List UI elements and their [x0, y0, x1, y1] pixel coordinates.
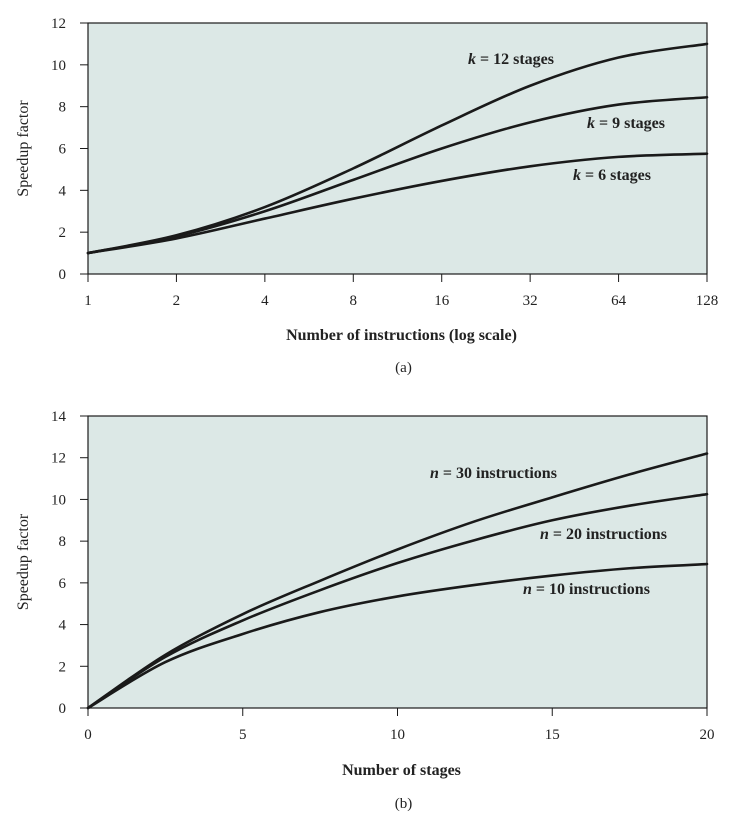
y-tick-label: 4: [59, 618, 67, 634]
series-line: [86, 452, 709, 710]
series-label-text: = 12 stages: [476, 51, 554, 68]
y-tick-label: 14: [51, 409, 67, 425]
y-tick-label: 12: [51, 451, 66, 467]
x-tick-label: 2: [173, 293, 181, 309]
y-tick-label: 12: [51, 16, 66, 32]
series-label-text: = 6 stages: [581, 167, 651, 184]
y-tick-label: 4: [59, 183, 67, 199]
x-tick-label: 0: [84, 727, 92, 743]
series-label-variable: n: [430, 465, 439, 482]
panel-caption: (a): [395, 360, 412, 376]
x-tick-label: 16: [434, 293, 450, 309]
series-label-variable: k: [573, 167, 581, 184]
series-line: [86, 152, 709, 255]
x-tick-label: 128: [696, 293, 719, 309]
series-label-text: = 30 instructions: [439, 465, 557, 482]
series-label: k = 6 stages: [573, 167, 651, 184]
series-line: [86, 562, 709, 710]
y-tick-label: 6: [59, 576, 67, 592]
y-tick-label: 2: [59, 225, 67, 241]
y-tick-label: 2: [59, 659, 67, 675]
y-tick-label: 0: [59, 267, 67, 283]
x-axis-title: Number of instructions (log scale): [286, 327, 517, 344]
y-tick-label: 6: [59, 142, 67, 158]
x-tick-label: 5: [239, 727, 247, 743]
series-label: k = 12 stages: [468, 51, 554, 68]
series-label-variable: n: [540, 526, 549, 543]
series-label-text: = 10 instructions: [532, 581, 650, 598]
series-label-variable: n: [523, 581, 532, 598]
series-label-variable: k: [468, 51, 476, 68]
series-label: n = 10 instructions: [523, 581, 650, 598]
series-line: [86, 492, 709, 710]
x-tick-label: 1: [84, 293, 92, 309]
series-label: n = 30 instructions: [430, 465, 557, 482]
x-tick-label: 20: [700, 727, 715, 743]
x-tick-label: 10: [390, 727, 405, 743]
y-tick-label: 0: [59, 701, 67, 717]
x-tick-label: 8: [350, 293, 358, 309]
x-axis-title: Number of stages: [342, 762, 461, 779]
series-label-text: = 9 stages: [595, 115, 665, 132]
y-axis-title: Speedup factor: [15, 100, 32, 197]
y-axis-title: Speedup factor: [15, 513, 32, 610]
series-label: n = 20 instructions: [540, 526, 667, 543]
y-tick-label: 10: [51, 492, 66, 508]
x-tick-label: 32: [523, 293, 538, 309]
series-line: [86, 95, 709, 255]
y-tick-label: 8: [59, 534, 67, 550]
x-tick-label: 4: [261, 293, 269, 309]
x-tick-label: 64: [611, 293, 627, 309]
series-label-variable: k: [587, 115, 595, 132]
chart-panel-b: 0 2 4 6 8 10 12 14 0 5 10 15 20 Number of stages Speed…: [15, 409, 715, 812]
y-tick-label: 10: [51, 58, 66, 74]
series-label-text: = 20 instructions: [549, 526, 667, 543]
panel-caption: (b): [395, 796, 413, 812]
y-tick-label: 8: [59, 100, 67, 116]
x-tick-label: 15: [545, 727, 560, 743]
series-label: k = 9 stages: [587, 115, 665, 132]
